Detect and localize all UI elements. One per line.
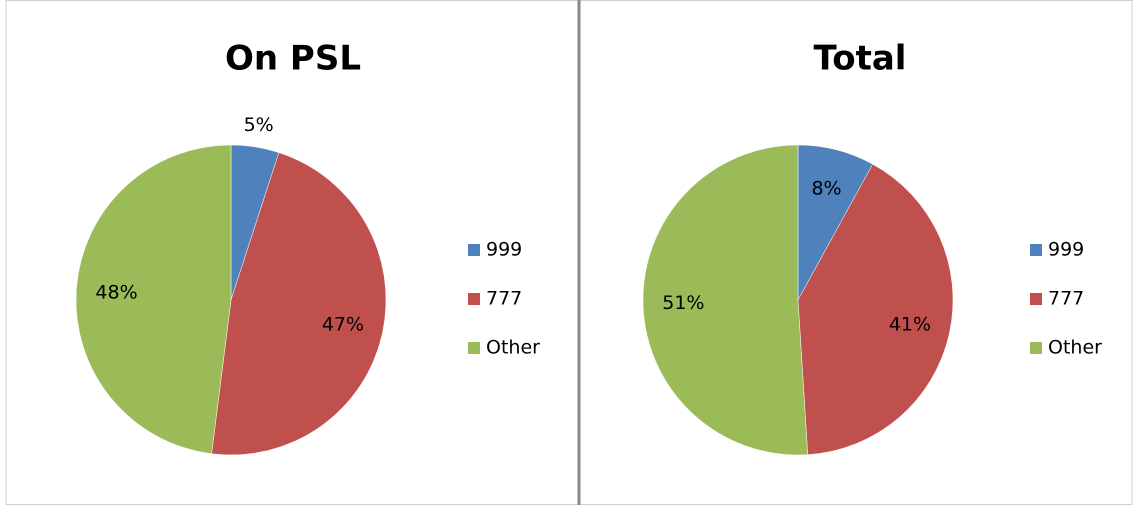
chart-title: On PSL: [225, 39, 361, 79]
legend-label: 999: [486, 239, 522, 261]
pie-slice: [797, 163, 954, 455]
data-label: 51%: [662, 292, 704, 314]
legend-swatch: [1030, 244, 1042, 256]
legend-label: 777: [1048, 288, 1084, 310]
data-label: 5%: [244, 114, 274, 136]
legend-swatch: [1030, 342, 1042, 354]
data-label: 8%: [811, 177, 841, 199]
legend-label: Other: [486, 337, 540, 359]
legend-swatch: [468, 342, 480, 354]
pie-slice: [211, 152, 387, 456]
legend-swatch: [1030, 293, 1042, 305]
pie-slice: [642, 144, 808, 456]
data-label: 47%: [322, 314, 364, 336]
legend-swatch: [468, 244, 480, 256]
data-label: 48%: [95, 281, 137, 303]
chart-title: Total: [814, 39, 907, 79]
legend-label: 999: [1048, 239, 1084, 261]
legend-swatch: [468, 293, 480, 305]
pie-slice: [75, 144, 232, 455]
legend-label: 777: [486, 288, 522, 310]
data-label: 41%: [889, 314, 931, 336]
legend-label: Other: [1048, 337, 1102, 359]
